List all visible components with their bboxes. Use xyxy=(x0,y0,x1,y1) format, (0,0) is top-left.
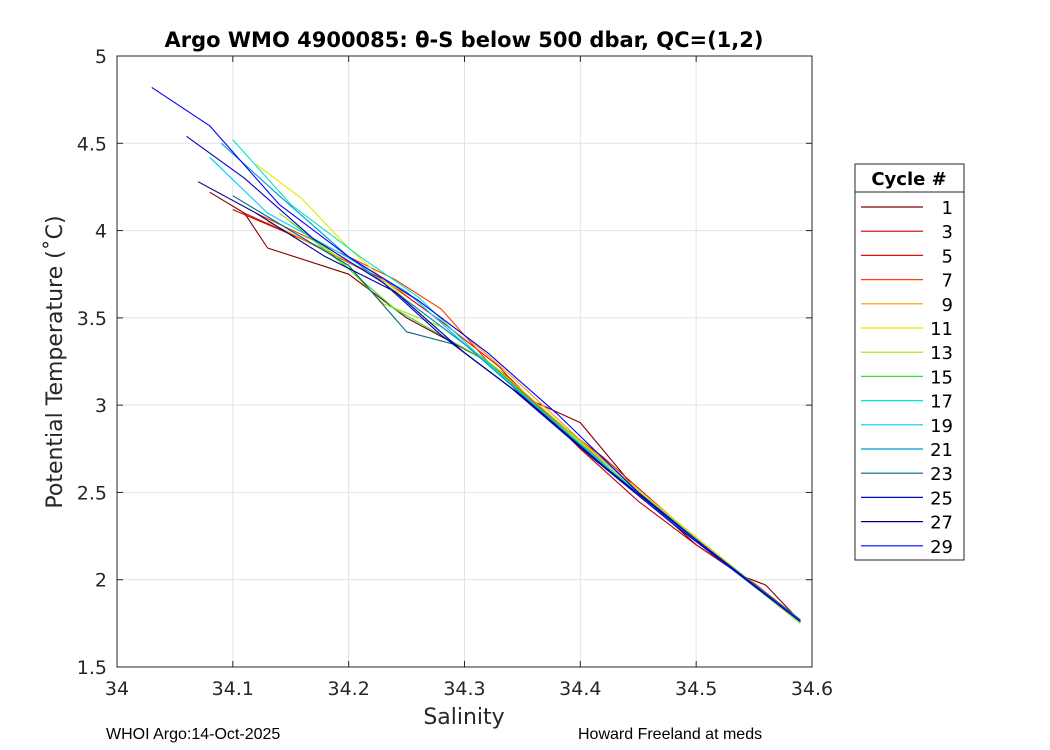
x-tick-label: 34.6 xyxy=(791,678,833,700)
x-tick-label: 34.4 xyxy=(559,678,601,700)
x-tick-label: 34.3 xyxy=(443,678,485,700)
y-tick-label: 3 xyxy=(95,395,107,417)
legend-label-cycle-3: 3 xyxy=(942,222,953,243)
grid xyxy=(117,56,812,667)
y-tick-label: 5 xyxy=(95,46,107,68)
legend-label-cycle-23: 23 xyxy=(930,464,953,485)
y-axis-label: Potential Temperature (˚C) xyxy=(43,215,68,508)
y-tick-label: 2.5 xyxy=(77,482,107,504)
legend-label-cycle-21: 21 xyxy=(930,440,953,461)
legend-label-cycle-9: 9 xyxy=(942,295,953,316)
legend-label-cycle-7: 7 xyxy=(942,271,953,292)
legend-box xyxy=(854,163,965,561)
series-layer xyxy=(151,86,801,624)
series-line-cycle-25 xyxy=(186,135,801,623)
chart-title: Argo WMO 4900085: θ-S below 500 dbar, QC… xyxy=(165,28,764,52)
legend-label-cycle-17: 17 xyxy=(930,392,953,413)
legend-label-cycle-19: 19 xyxy=(930,416,953,437)
legend-label-cycle-25: 25 xyxy=(930,488,953,509)
legend-label-cycle-13: 13 xyxy=(930,343,953,364)
series-line-cycle-29 xyxy=(151,86,801,623)
y-tick-label: 2 xyxy=(95,570,107,592)
y-tick-label: 4 xyxy=(95,221,107,243)
x-tick-label: 34.2 xyxy=(328,678,370,700)
legend-label-cycle-27: 27 xyxy=(930,513,953,534)
y-tick-label: 4.5 xyxy=(77,133,107,155)
legend-label-cycle-5: 5 xyxy=(942,246,953,267)
tick-labels: 34 34.1 34.2 34.3 34.4 34.5 34.6 1.5 2 2.5 3 3.5 4 4.… xyxy=(77,46,833,700)
legend-label-cycle-11: 11 xyxy=(930,319,953,340)
legend-label-cycle-1: 1 xyxy=(942,198,953,219)
y-tick-label: 3.5 xyxy=(77,308,107,330)
series-line-cycle-27 xyxy=(197,181,801,623)
x-tick-label: 34.1 xyxy=(212,678,254,700)
legend-label-cycle-29: 29 xyxy=(930,537,953,558)
footer-right-credit: Howard Freeland at meds xyxy=(578,726,763,743)
x-axis-label: Salinity xyxy=(423,705,504,730)
footer-left-credit: WHOI Argo:14-Oct-2025 xyxy=(106,726,281,743)
legend-title: Cycle # xyxy=(871,169,946,190)
y-tick-label: 1.5 xyxy=(77,657,107,679)
x-tick-label: 34.5 xyxy=(675,678,717,700)
x-tick-label: 34 xyxy=(105,678,129,700)
legend-label-cycle-15: 15 xyxy=(930,367,953,388)
